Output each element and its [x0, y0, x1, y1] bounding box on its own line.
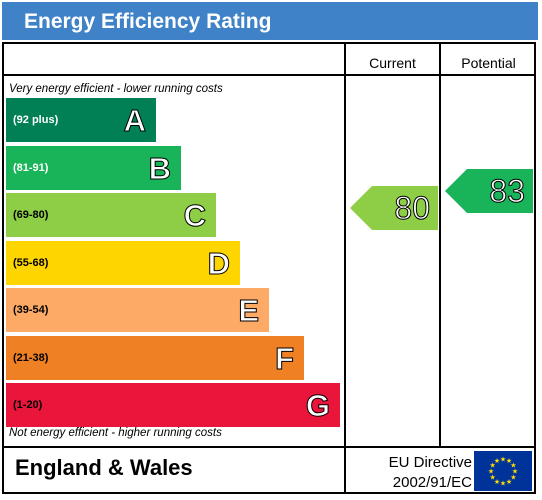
header-divider — [2, 74, 536, 76]
band-range-label: (69-80) — [13, 209, 49, 221]
rating-frame — [2, 42, 536, 494]
band-range-label: (21-38) — [13, 351, 49, 364]
band-range-label: (1-20) — [13, 399, 43, 411]
band-letter: F — [275, 340, 295, 376]
band-letter: E — [238, 293, 260, 329]
current-arrow-shape — [350, 186, 438, 230]
band-g: (1-20) G — [6, 383, 340, 427]
eu-star-icon: ★ — [512, 468, 518, 476]
directive-line-2: 2002/91/EC — [392, 474, 472, 491]
band-range-label: (81-91) — [13, 161, 49, 174]
eu-star-icon: ★ — [494, 478, 500, 486]
band-letter: A — [123, 103, 146, 139]
footer-divider — [2, 446, 536, 448]
band-range-label: (92 plus) — [13, 114, 59, 126]
current-rating-value: 80 — [394, 190, 431, 227]
eu-star-icon: ★ — [510, 462, 516, 470]
band-f: (21-38) F — [6, 335, 304, 380]
eu-star-icon: ★ — [510, 474, 516, 482]
band-range-label: (55-68) — [13, 256, 49, 269]
band-letter: B — [148, 150, 171, 186]
band-e: (39-54) E — [6, 288, 269, 332]
directive-line-1: EU Directive — [388, 454, 472, 471]
page-title: Energy Efficiency Rating — [24, 10, 272, 33]
eu-stars-icon: ★★★★★★★★★ ★ ★★ — [488, 456, 518, 488]
eu-star-icon: ★ — [506, 478, 512, 486]
region-label: England & Wales — [15, 455, 193, 480]
eu-star-icon: ★ — [488, 468, 494, 476]
potential-rating-value: 83 — [489, 173, 526, 210]
eu-star-icon: ★ — [489, 462, 495, 470]
eu-flag-icon: ★ ★ ★ ★ ★ ★ ★ ★ ★ ★ ★ ★ — [474, 451, 532, 491]
title-bar: Energy Efficiency Rating — [2, 2, 538, 40]
eu-star-icon: ★ — [489, 474, 495, 482]
eu-star-icon: ★ — [500, 456, 506, 464]
eu-star-icon: ★ — [500, 480, 506, 488]
potential-arrow-shape — [445, 169, 533, 213]
band-d: (55-68) D — [6, 240, 240, 285]
inefficient-note: Not energy efficient - higher running co… — [9, 427, 222, 439]
band-a: (92 plus) A — [6, 98, 156, 142]
current-column-divider — [344, 42, 346, 494]
band-range-label: (39-54) — [13, 304, 49, 316]
potential-column-divider — [439, 42, 441, 446]
eu-star-icon: ★ — [506, 457, 512, 465]
band-b: (81-91) B — [6, 145, 181, 190]
eu-star-icon: ★ — [494, 457, 500, 465]
potential-rating-arrow: 83 — [445, 169, 533, 213]
current-rating-arrow: 80 — [350, 186, 438, 230]
band-c: (69-80) C — [6, 193, 216, 237]
potential-column-header: Potential — [461, 55, 516, 71]
band-letter: D — [207, 245, 230, 281]
band-letter: C — [183, 198, 206, 234]
efficient-note: Very energy efficient - lower running co… — [9, 83, 223, 95]
current-column-header: Current — [369, 55, 416, 71]
band-letter: G — [305, 388, 330, 424]
